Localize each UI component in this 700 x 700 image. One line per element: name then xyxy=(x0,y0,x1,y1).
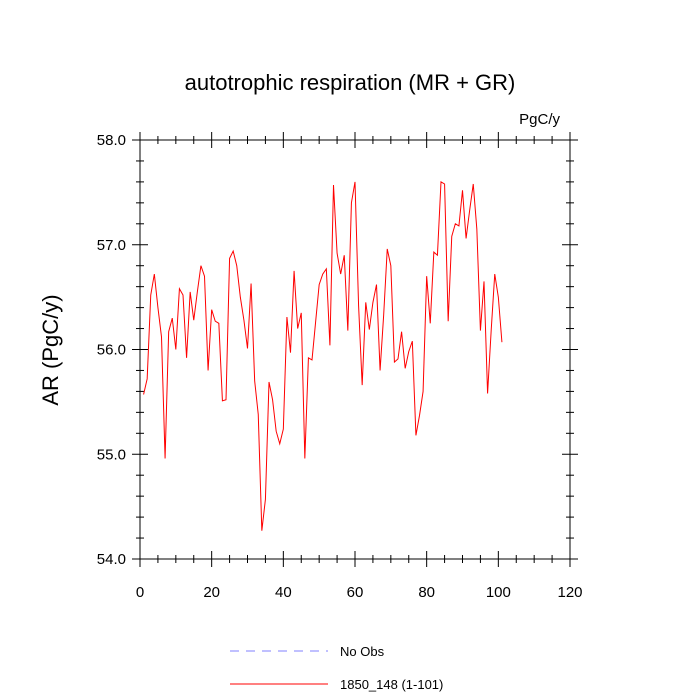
y-tick-label: 56.0 xyxy=(97,342,126,359)
y-tick-label: 54.0 xyxy=(97,551,126,568)
plot-frame xyxy=(139,139,571,560)
x-tick-label: 20 xyxy=(203,584,220,601)
x-tick-label: 120 xyxy=(557,584,582,601)
legend: No Obs 1850_148 (1-101) xyxy=(230,644,443,692)
x-tick-label: 40 xyxy=(275,584,292,601)
series-layer xyxy=(143,181,503,531)
y-tick-label: 57.0 xyxy=(97,237,126,254)
chart-title: autotrophic respiration (MR + GR) xyxy=(185,70,516,95)
y-axis-label: AR (PgC/y) xyxy=(38,294,63,405)
x-tick-label: 60 xyxy=(347,584,364,601)
x-tick-label: 80 xyxy=(418,584,435,601)
axes: 0 20 40 60 80 100 120 54.0 55.0 56.0 57.0 58.0 xyxy=(97,132,583,601)
y-tick-label: 58.0 xyxy=(97,132,126,149)
units-label: PgC/y xyxy=(519,111,560,128)
x-tick-label: 100 xyxy=(486,584,511,601)
legend-label: 1850_148 (1-101) xyxy=(340,677,443,692)
x-tick-label: 0 xyxy=(136,584,144,601)
y-tick-label: 55.0 xyxy=(97,446,126,463)
legend-label: No Obs xyxy=(340,644,385,659)
series-line xyxy=(143,181,503,531)
